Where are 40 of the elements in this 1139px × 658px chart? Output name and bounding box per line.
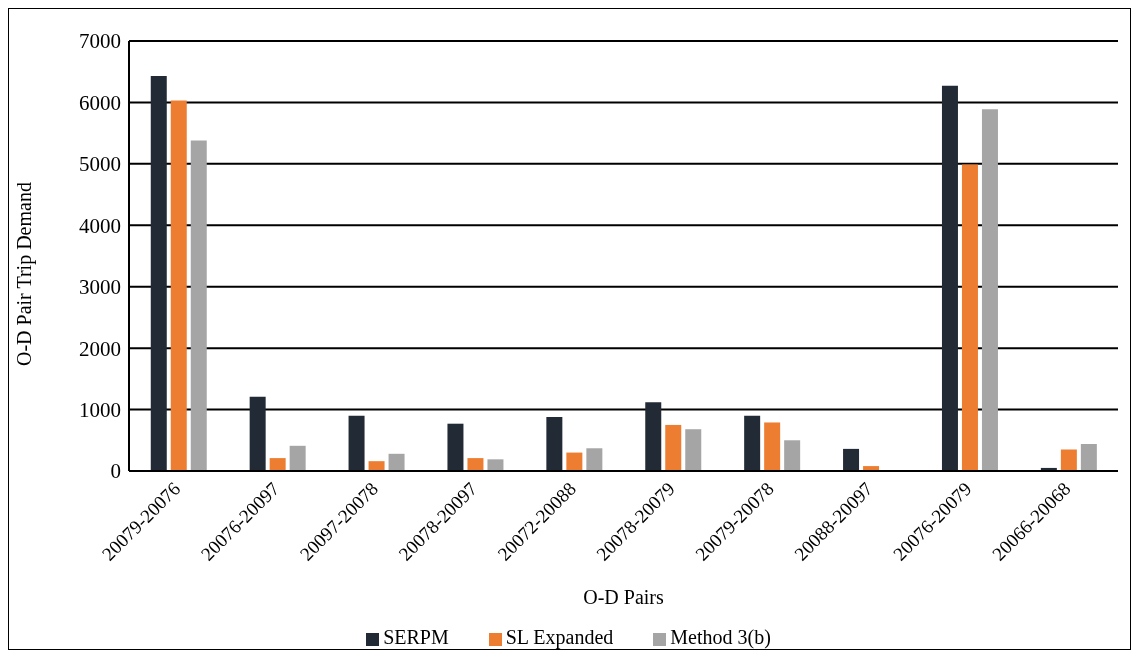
- bar: [467, 458, 484, 471]
- bar: [566, 452, 583, 471]
- bar: [289, 445, 306, 471]
- bar: [665, 424, 682, 471]
- y-tick-label: 5000: [79, 152, 121, 177]
- bar: [546, 416, 563, 471]
- y-tick-label: 3000: [79, 275, 121, 300]
- bar: [744, 415, 761, 471]
- bar: [586, 448, 603, 471]
- bar: [843, 448, 860, 471]
- y-tick-label: 4000: [79, 213, 121, 238]
- bar: [170, 100, 187, 471]
- y-tick-label: 6000: [79, 90, 121, 115]
- legend-label: SERPM: [383, 626, 449, 648]
- bar: [388, 453, 405, 471]
- bar: [190, 140, 207, 471]
- bar: [368, 461, 385, 471]
- bar: [1060, 449, 1077, 471]
- bar: [269, 458, 286, 471]
- bar: [1080, 443, 1097, 471]
- y-axis-title: O-D Pair Trip Demand: [13, 182, 37, 366]
- bar: [941, 85, 958, 471]
- bar: [784, 440, 801, 471]
- legend-label: SL Expanded: [505, 626, 614, 648]
- bar: [764, 422, 781, 471]
- bar: [645, 402, 662, 471]
- bar: [348, 415, 365, 471]
- bar: [487, 459, 504, 471]
- bar: [150, 76, 167, 471]
- legend-label: Method 3(b): [670, 626, 771, 648]
- y-tick-label: 2000: [79, 336, 121, 361]
- bar: [685, 429, 702, 471]
- bar: [447, 423, 464, 471]
- y-tick-label: 0: [110, 459, 121, 484]
- y-tick-label: 1000: [79, 398, 121, 423]
- bar: [961, 164, 978, 471]
- bar: [981, 109, 998, 471]
- x-axis-title: O-D Pairs: [583, 586, 664, 608]
- bar: [249, 396, 266, 471]
- y-tick-label: 7000: [79, 29, 121, 54]
